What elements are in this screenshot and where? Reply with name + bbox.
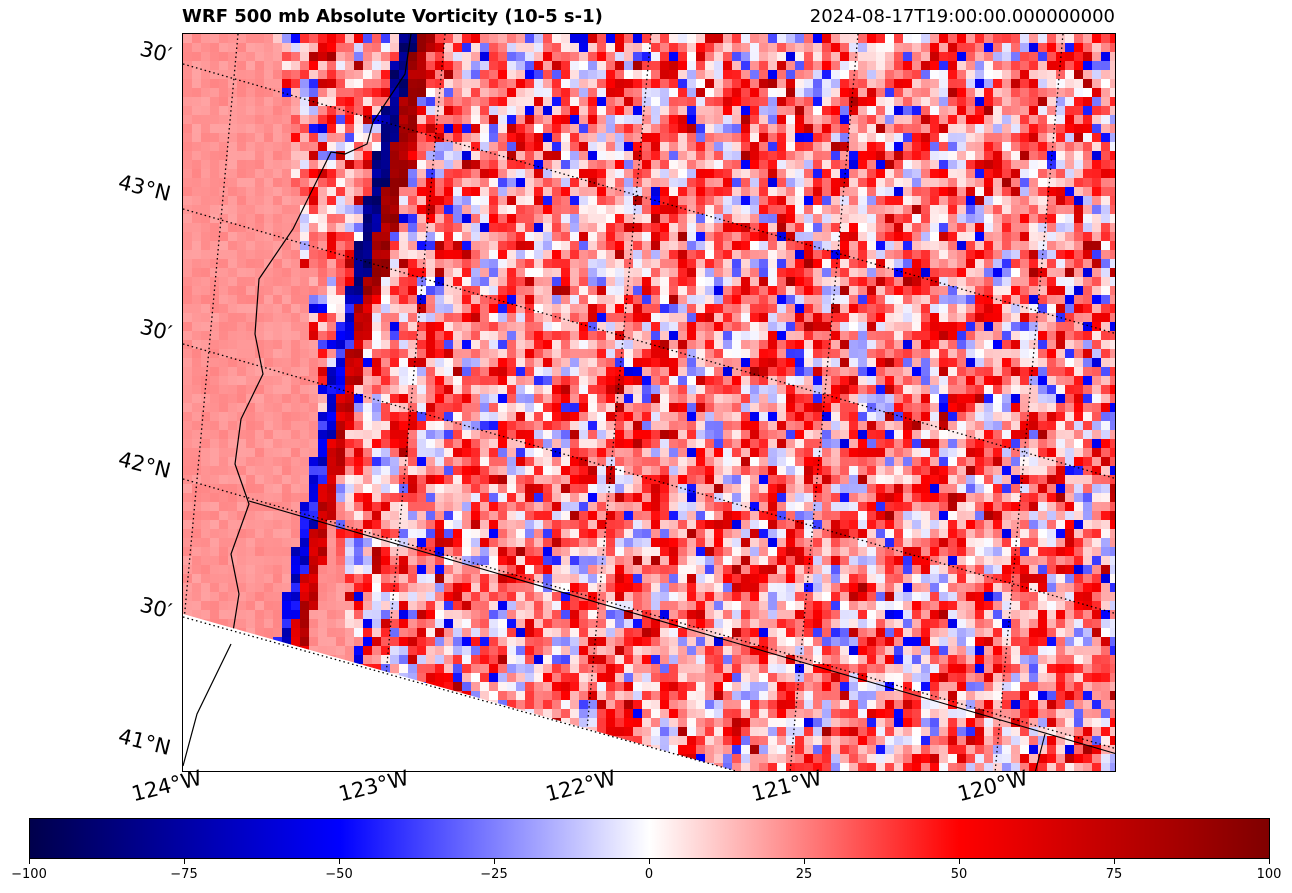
lat-label-42n: 42°N — [115, 446, 174, 484]
colorbar-tick — [1269, 859, 1270, 864]
colorbar-tick — [184, 859, 185, 864]
lat-label-43n: 43°N — [115, 169, 174, 207]
colorbar-tick-label: −50 — [325, 867, 353, 882]
lat-label-41n: 41°N — [115, 723, 174, 761]
lon-label-124w: 124°W — [129, 765, 205, 807]
vorticity-field — [183, 34, 1115, 771]
lat-label-41-30: 30′ — [137, 592, 174, 624]
map-title: WRF 500 mb Absolute Vorticity (10-5 s-1) — [182, 6, 603, 27]
colorbar-tick — [29, 859, 30, 864]
lat-label-43-30: 30′ — [137, 36, 174, 68]
colorbar-tick-label: 25 — [795, 867, 813, 882]
colorbar-tick — [649, 859, 650, 864]
colorbar-tick — [494, 859, 495, 864]
map-timestamp: 2024-08-17T19:00:00.000000000 — [809, 6, 1115, 27]
colorbar-tick-label: 100 — [1256, 867, 1282, 882]
colorbar-tick-label: 50 — [950, 867, 968, 882]
map-panel[interactable] — [182, 33, 1116, 772]
colorbar-tick-label: −75 — [170, 867, 198, 882]
colorbar-tick — [1114, 859, 1115, 864]
colorbar-tick-label: 75 — [1105, 867, 1123, 882]
colorbar-tick-label: −25 — [480, 867, 508, 882]
colorbar-tick — [804, 859, 805, 864]
colorbar-tick — [339, 859, 340, 864]
colorbar-tick-label: 0 — [644, 867, 654, 882]
colorbar — [29, 818, 1270, 859]
colorbar-tick-label: −100 — [11, 867, 47, 882]
vorticity-cells — [183, 34, 1115, 771]
lat-label-42-30: 30′ — [137, 314, 174, 346]
colorbar-tick — [959, 859, 960, 864]
